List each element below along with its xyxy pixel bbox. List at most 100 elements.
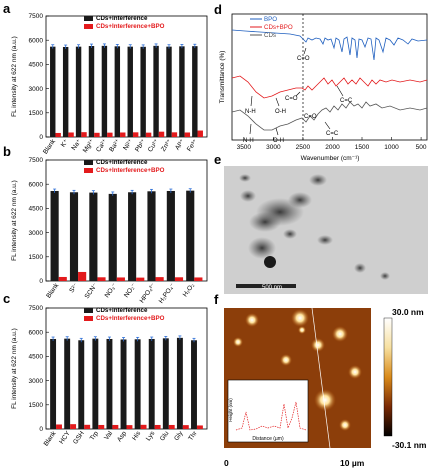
ftir-annotation: O-H [273, 138, 284, 144]
x-tick-label: S²⁻ [68, 282, 80, 295]
afm-profile-line [311, 307, 331, 449]
ftir-chart: BPO CDs+BPO CDs C=O C=O C=C C=C N-H O-H … [219, 13, 428, 162]
x-tick-label: Asp [116, 430, 128, 444]
x-tick-label: Fe³⁺ [186, 138, 200, 153]
bar-cds-interference-bpo [155, 277, 164, 281]
y-tick-label: 6000 [29, 37, 44, 44]
ftir-annotation: C=O [297, 56, 310, 62]
bar-cds-interference [166, 46, 172, 137]
ftir-annotation: N-H [245, 109, 256, 115]
x-tick-label: Gly [173, 430, 185, 443]
bar-cds-interference-bpo [78, 271, 87, 281]
bar-cds-interference-bpo [158, 131, 165, 137]
y-axis-label: FL intensity at 622 nm (a.u.) [11, 36, 18, 117]
ftir-arrow [303, 47, 307, 55]
bar-cds-interference-bpo [98, 424, 105, 429]
legend-label: CDs+Interference [96, 307, 148, 314]
legend-label: CDs+Interference+BPO [96, 167, 165, 174]
bar-cds-interference-bpo [197, 130, 203, 137]
ftir-arrow [275, 97, 280, 107]
x-tick-label: GSH [72, 430, 86, 446]
bar-cds-interference-bpo [174, 277, 184, 281]
panel-label-d: d [214, 2, 222, 17]
ftir-arrow [249, 123, 252, 135]
bar-cds-interference [78, 340, 85, 429]
axes-frame [45, 159, 208, 282]
x-tick-label: K⁺ [60, 138, 71, 149]
bar-cds-interference [147, 191, 156, 281]
x-tick-label: Ba²⁺ [108, 138, 122, 154]
afm-inset-xlabel: Distance (µm) [252, 436, 284, 442]
bar-cds-interference-bpo [120, 132, 126, 137]
bar-cds-interference-bpo [81, 132, 87, 137]
y-tick-label: 4500 [29, 354, 44, 361]
y-axis-label: FL intensity at 622 nm (a.u.) [11, 328, 18, 409]
bar-cds-interference-bpo [94, 132, 100, 137]
y-tick-label: 6000 [29, 181, 44, 188]
tem-shading [224, 166, 428, 294]
legend-label: CDs+Interference+BPO [96, 315, 165, 322]
bar-cds-interference [176, 337, 183, 429]
x-tick-label: His [131, 430, 143, 442]
afm-inset-ylabel: Height (nm) [228, 398, 233, 422]
y-tick-label: 1500 [29, 254, 44, 261]
afm-particle [291, 309, 309, 327]
ftir-legend-bpo: BPO [264, 16, 277, 23]
legend-swatch [84, 24, 93, 29]
bar-chart-b: 0 1500 3000 4500 6000 7500 FL intensity at 622… [11, 157, 208, 305]
legend-swatch [84, 316, 93, 321]
x-tick-label: Al³⁺ [174, 138, 187, 152]
y-tick-label: 7500 [29, 305, 44, 312]
bar-cds-interference [162, 338, 169, 429]
ftir-arrow [295, 91, 301, 97]
afm-particle [311, 338, 325, 352]
afm-image: Distance (µm) Height (nm) 30.0 nm -30.1 … [224, 307, 427, 468]
legend-label: CDs+Interference+BPO [96, 23, 165, 30]
bar-cds-interference-bpo [58, 276, 67, 281]
bar-cds-interference [50, 190, 59, 281]
bar-cds-interference-bpo [168, 424, 175, 429]
bar-chart-a: 0 1500 3000 4500 6000 7500 FL intensity at 622… [11, 13, 208, 155]
x-tick-label: Mg²⁺ [82, 138, 96, 154]
ftir-annotation: C=C [340, 98, 353, 104]
bar-cds-interference [153, 45, 159, 138]
bar-cds-interference-bpo [112, 424, 119, 429]
bar-cds-interference [114, 46, 121, 137]
bar-cds-interference-bpo [196, 425, 203, 429]
afm-particle [348, 365, 362, 379]
bar-cds-interference-bpo [140, 424, 147, 429]
ftir-x-axis-label: Wavenumber (cm⁻¹) [301, 155, 360, 162]
y-tick-label: 4500 [29, 62, 44, 69]
ftir-legend-cds: CDs [264, 32, 276, 39]
ftir-arrow [336, 85, 344, 97]
bar-cds-interference-bpo [145, 132, 152, 137]
bar-cds-interference [50, 338, 57, 429]
tem-aggregate [283, 229, 297, 239]
ftir-x-tick-label: 3000 [266, 144, 281, 151]
x-tick-label: SCN⁻ [84, 282, 100, 301]
y-tick-label: 1500 [29, 110, 44, 117]
legend-label: CDs+Interference [96, 159, 148, 166]
bar-cds-interference [69, 192, 79, 281]
panel-label-e: e [214, 152, 221, 167]
bar-cds-interference [192, 46, 198, 137]
bar-cds-interference [92, 338, 99, 429]
x-tick-label: NO₃⁻ [104, 282, 119, 299]
legend-swatch [84, 168, 93, 173]
ftir-curve-cds [231, 101, 428, 131]
afm-x-start: 0 [224, 458, 229, 468]
afm-x-end: 10 µm [340, 458, 365, 468]
afm-particle [233, 337, 243, 347]
x-tick-label: Blank [43, 430, 58, 448]
tem-aggregate [288, 192, 312, 208]
bar-cds-interference-bpo [56, 424, 62, 429]
ftir-annotation: C=O [285, 96, 298, 102]
y-tick-label: 7500 [29, 13, 44, 20]
ftir-x-tick-label: 2000 [325, 144, 340, 151]
y-tick-label: 6000 [29, 329, 44, 336]
bar-cds-interference-bpo [184, 132, 191, 137]
x-tick-label: H₂O₂ [182, 282, 196, 299]
bar-cds-interference-bpo [126, 425, 133, 429]
y-tick-label: 3000 [29, 86, 44, 93]
ftir-curve-cds-bpo [231, 75, 428, 99]
